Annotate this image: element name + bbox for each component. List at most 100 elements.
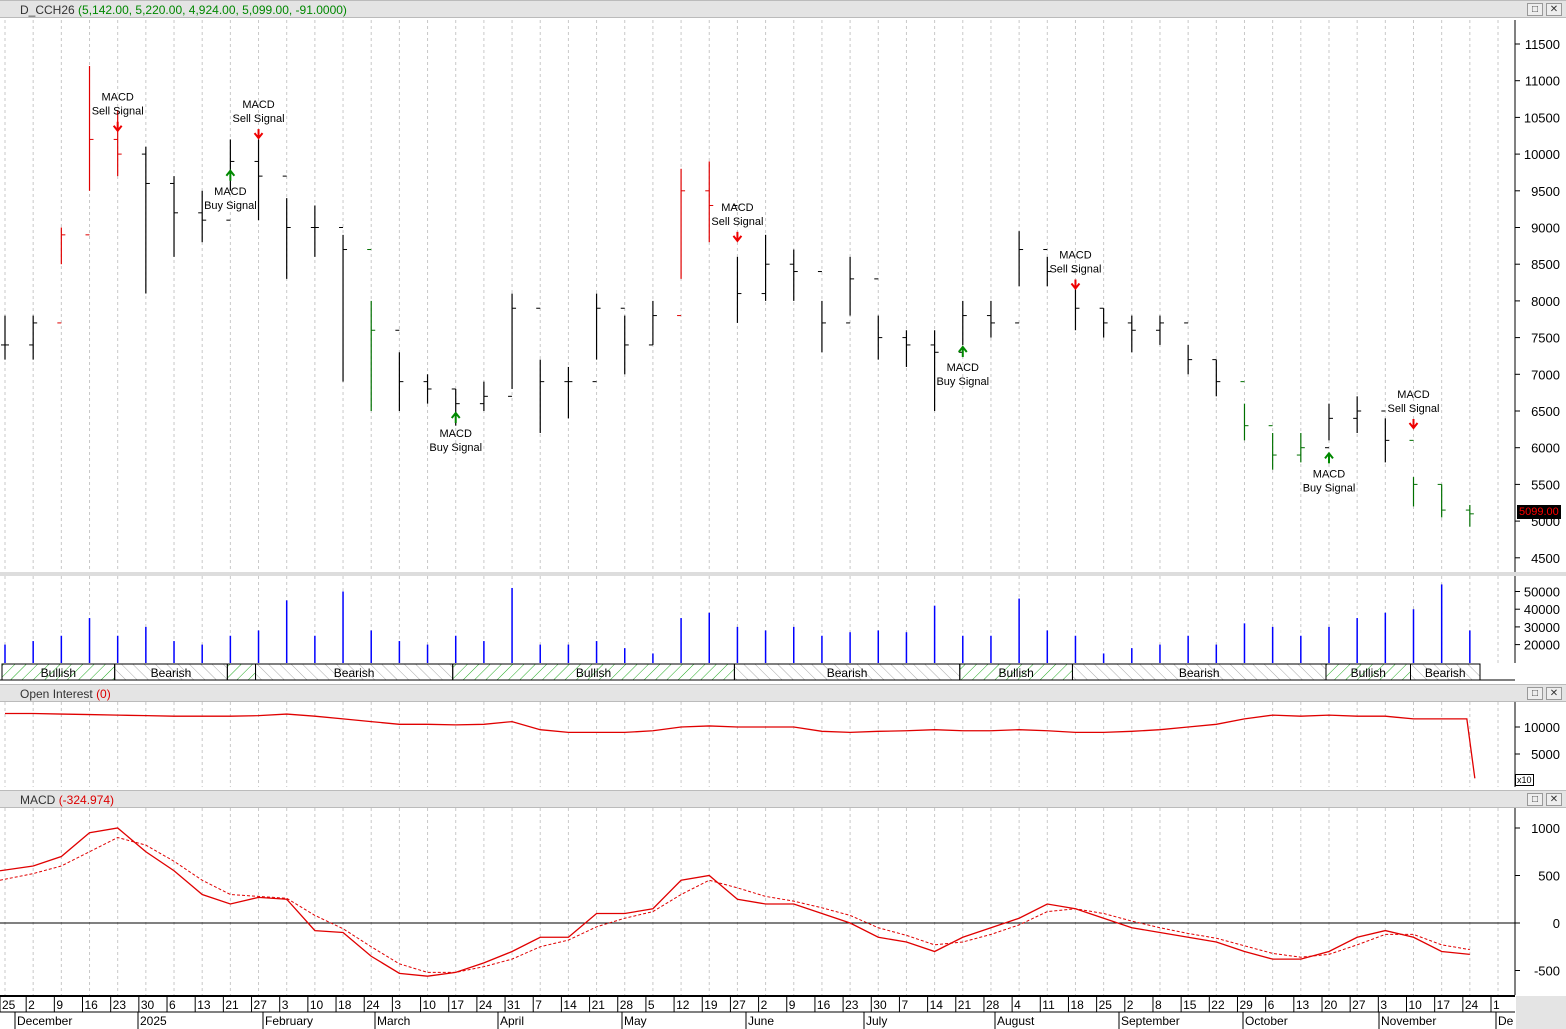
y-tick-label: 11500 [1525,37,1560,52]
macd-solid-line [0,827,1470,977]
x-tick-label: 15 [1183,998,1197,1012]
x-tick-label: 24 [366,998,380,1012]
y-tick-label: 6500 [1531,404,1560,419]
y-tick-label: 30000 [1524,620,1560,635]
buy-arrow-icon [225,169,236,181]
y-tick-label: 20000 [1524,638,1560,653]
macd-dashed-line [0,836,1470,973]
trend-band-bull [959,663,1073,681]
trend-band-bull [1325,663,1411,681]
y-tick-label: 8000 [1531,294,1560,309]
x-tick-label: 21 [958,998,972,1012]
signal-label-line1: MACD [440,428,472,440]
y-tick-label: 10000 [1524,147,1560,162]
x-tick-label: 19 [704,998,718,1012]
x-tick-label: 4 [1014,998,1021,1012]
sell-arrow-icon [1070,279,1081,291]
y-tick-label: 7000 [1531,367,1560,382]
close-icon[interactable]: ✕ [1546,687,1562,700]
x-tick-label: 23 [113,998,127,1012]
x-tick-label: 27 [254,998,268,1012]
x-tick-label: 5 [648,998,655,1012]
sell-arrow-icon [1408,419,1419,430]
x-tick-label: 30 [873,998,887,1012]
y-tick-label: 5000 [1531,747,1560,762]
x-tick-label: 14 [930,998,944,1012]
y-tick-label: 40000 [1524,602,1560,617]
x-tick-label: 10 [423,998,437,1012]
x-tick-label: 17 [1437,998,1451,1012]
signal-label-line2: Buy Signal [936,376,989,388]
restore-icon[interactable]: □ [1527,3,1543,16]
x-tick-label: 12 [676,998,690,1012]
x-tick-label: 23 [845,998,859,1012]
x-tick-label: 16 [85,998,99,1012]
month-label: February [265,1014,313,1028]
macd-title: MACD (-324.974) [20,793,115,807]
trend-band-label: Bearish [827,666,868,680]
x-tick-label: 24 [479,998,493,1012]
trend-band-label: Bullish [998,666,1033,680]
x-tick-label: 28 [620,998,634,1012]
signal-label-line1: MACD [1397,389,1429,401]
signal-label-line2: Buy Signal [204,200,257,212]
month-label: June [748,1014,774,1028]
x-tick-label: 14 [563,998,577,1012]
month-label: April [500,1014,524,1028]
month-label: August [997,1014,1035,1028]
trend-band-bear [733,663,961,681]
close-icon[interactable]: ✕ [1546,793,1562,806]
signal-label-line1: MACD [214,186,246,198]
month-label: July [866,1014,887,1028]
trend-band-bear [1410,663,1481,681]
x-tick-label: 7 [901,998,908,1012]
trend-band-bull [226,663,257,681]
x-tick-label: 6 [1268,998,1275,1012]
symbol-title: D_CCH26 (5,142.00, 5,220.00, 4,924.00, 5… [20,3,347,17]
x-tick-label: 27 [1352,998,1366,1012]
y-tick-label: 50000 [1524,585,1560,600]
x-tick-label: 31 [507,998,521,1012]
restore-icon[interactable]: □ [1527,793,1543,806]
y-tick-label: 0 [1553,916,1560,931]
y-tick-label: 1000 [1531,821,1560,836]
x-tick-label: 25 [2,998,16,1012]
trend-band-label: Bullish [576,666,611,680]
sell-arrow-icon [112,121,123,133]
x-tick-label: 17 [451,998,465,1012]
x-tick-label: 18 [1070,998,1084,1012]
y-tick-label: 11000 [1525,74,1560,89]
x-tick-label: 8 [1155,998,1162,1012]
oi-title: Open Interest (0) [20,687,111,701]
y-tick-label: -500 [1534,964,1560,979]
x-tick-label: 2 [1127,998,1134,1012]
buy-arrow-icon [1324,451,1334,464]
x-tick-label: 3 [282,998,289,1012]
restore-icon[interactable]: □ [1527,687,1543,700]
macd-panel-header: MACD (-324.974) □ ✕ [0,790,1566,808]
x-tick-label: 3 [1380,998,1387,1012]
oi-panel-header: Open Interest (0) □ ✕ [0,684,1566,702]
y-tick-label: 9000 [1531,221,1560,236]
month-label: September [1121,1014,1180,1028]
month-label: May [624,1014,647,1028]
x-tick-label: 28 [986,998,1000,1012]
x-tick-label: 30 [141,998,155,1012]
x-tick-label: 9 [789,998,796,1012]
y-tick-label: 5500 [1531,477,1560,492]
x-tick-label: 9 [56,998,63,1012]
panel-divider[interactable] [0,572,1566,576]
x-tick-label: 25 [1099,998,1113,1012]
sell-arrow-icon [253,129,264,140]
x-tick-label: 27 [732,998,746,1012]
trend-band-label: Bearish [1179,666,1220,680]
trend-band-label: Bearish [334,666,375,680]
x-tick-label: 20 [1324,998,1338,1012]
close-icon[interactable]: ✕ [1546,3,1562,16]
x-tick-label: 13 [197,998,211,1012]
price-panel-header: D_CCH26 (5,142.00, 5,220.00, 4,924.00, 5… [0,0,1566,18]
trend-band-label: Bearish [151,666,192,680]
x-tick-label: 29 [1239,998,1253,1012]
month-label: December [17,1014,72,1028]
